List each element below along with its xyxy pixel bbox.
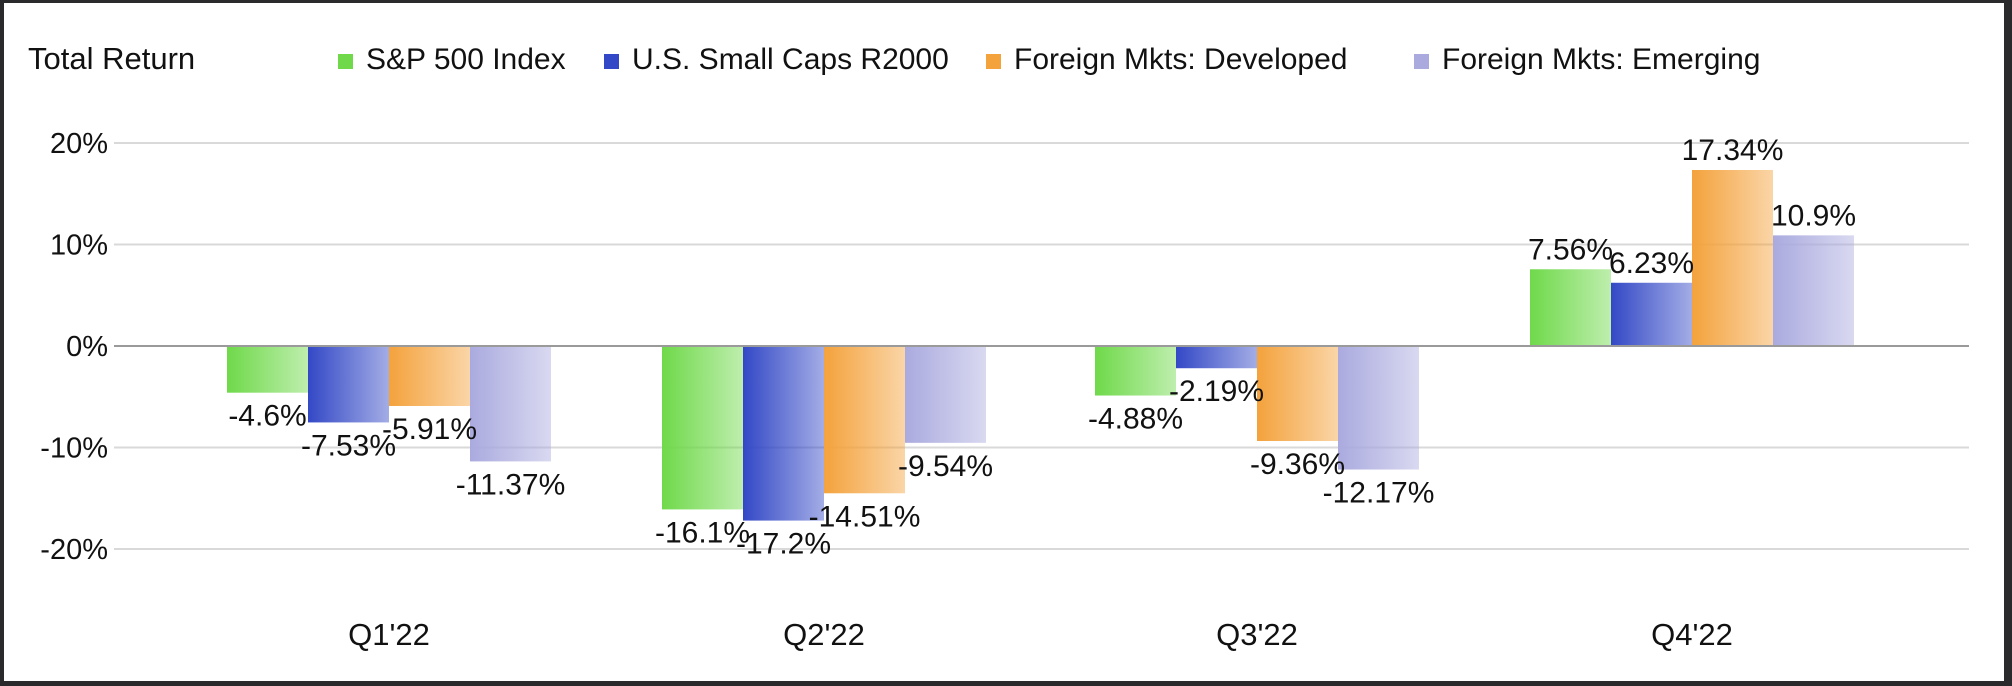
legend-swatch-foreign-mkts-developed: [986, 54, 1001, 69]
legend-label-foreign-mkts-developed: Foreign Mkts: Developed: [1014, 43, 1348, 76]
y-tick-label: -10%: [40, 433, 108, 465]
y-tick-label: 20%: [50, 128, 108, 160]
data-label-s-p-500-index-q4-22: 7.56%: [1528, 233, 1613, 266]
y-axis: 20% 10% 0% -10% -20%: [40, 128, 108, 566]
legend-swatch-u-s-small-caps-r2000: [604, 54, 619, 69]
data-label-u-s-small-caps-r2000-q4-22: 6.23%: [1609, 247, 1694, 280]
bar-u-s-small-caps-r2000-q3-22: [1176, 346, 1257, 369]
bar-foreign-mkts-emerging-q1-22: [470, 346, 551, 462]
y-tick-label: 10%: [50, 230, 108, 262]
bar-s-p-500-index-q1-22: [227, 346, 308, 393]
data-label-foreign-mkts-developed-q3-22: -9.36%: [1250, 448, 1345, 481]
bar-foreign-mkts-developed-q1-22: [389, 346, 470, 406]
data-label-foreign-mkts-emerging-q4-22: 10.9%: [1771, 199, 1856, 232]
bar-u-s-small-caps-r2000-q4-22: [1611, 282, 1692, 346]
bar-chart: Total Return S&P 500 Index U.S. Small Cap…: [28, 41, 1969, 652]
bar-foreign-mkts-developed-q3-22: [1257, 346, 1338, 442]
data-label-u-s-small-caps-r2000-q2-22: -17.2%: [736, 528, 831, 561]
bar-s-p-500-index-q4-22: [1530, 269, 1611, 346]
x-axis: Q1'22 Q2'22 Q3'22 Q4'22: [348, 617, 1733, 652]
legend-swatch-s-p-500-index: [338, 54, 353, 69]
y-tick-label: 0%: [66, 331, 108, 363]
data-label-foreign-mkts-emerging-q1-22: -11.37%: [456, 468, 566, 501]
data-label-u-s-small-caps-r2000-q1-22: -7.53%: [301, 429, 396, 462]
data-labels: -4.6%-7.53%-5.91% -11.37% -16.1%-17.2%-14.…: [228, 134, 1856, 561]
bar-foreign-mkts-emerging-q4-22: [1773, 235, 1854, 346]
data-label-s-p-500-index-q3-22: -4.88%: [1088, 403, 1183, 436]
data-label-foreign-mkts-developed-q1-22: -5.91%: [382, 413, 477, 446]
x-category-label: Q1'22: [348, 617, 430, 652]
data-label-foreign-mkts-developed-q2-22: -14.51%: [809, 500, 921, 533]
bar-s-p-500-index-q2-22: [662, 346, 743, 510]
bar-foreign-mkts-emerging-q2-22: [905, 346, 986, 443]
bar-foreign-mkts-developed-q4-22: [1692, 169, 1773, 346]
legend-swatch-foreign-mkts-emerging: [1414, 54, 1429, 69]
x-category-label: Q4'22: [1651, 617, 1733, 652]
bars: [227, 169, 1854, 521]
legend-label-foreign-mkts-emerging: Foreign Mkts: Emerging: [1442, 43, 1760, 76]
data-label-u-s-small-caps-r2000-q3-22: -2.19%: [1169, 375, 1264, 408]
bar-foreign-mkts-emerging-q3-22: [1338, 346, 1419, 470]
data-label-foreign-mkts-developed-q4-22: 17.34%: [1682, 134, 1784, 167]
x-category-label: Q3'22: [1216, 617, 1298, 652]
gridlines: [114, 142, 1969, 550]
chart-panel: Total Return S&P 500 Index U.S. Small Cap…: [4, 3, 2004, 681]
bar-u-s-small-caps-r2000-q1-22: [308, 346, 389, 423]
bar-u-s-small-caps-r2000-q2-22: [743, 346, 824, 521]
data-label-s-p-500-index-q2-22: -16.1%: [655, 516, 750, 549]
legend-label-u-s-small-caps-r2000: U.S. Small Caps R2000: [632, 43, 949, 76]
bar-foreign-mkts-developed-q2-22: [824, 346, 905, 494]
x-category-label: Q2'22: [783, 617, 865, 652]
legend-label-s-p-500-index: S&P 500 Index: [366, 43, 566, 76]
data-label-foreign-mkts-emerging-q2-22: -9.54%: [898, 450, 993, 483]
data-label-s-p-500-index-q1-22: -4.6%: [228, 400, 306, 433]
bar-s-p-500-index-q3-22: [1095, 346, 1176, 396]
data-label-foreign-mkts-emerging-q3-22: -12.17%: [1323, 477, 1435, 510]
chart-title: Total Return: [28, 41, 195, 76]
legend: S&P 500 Index U.S. Small Caps R2000 Foreig…: [338, 43, 1760, 76]
y-tick-label: -20%: [40, 534, 108, 566]
